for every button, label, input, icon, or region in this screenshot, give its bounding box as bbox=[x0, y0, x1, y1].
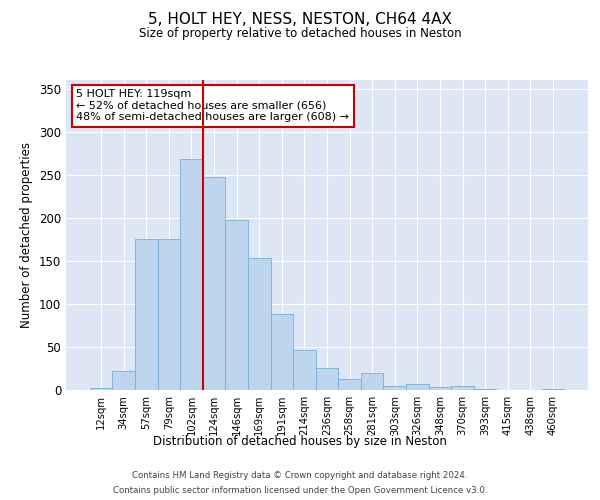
Bar bbox=[451, 386, 474, 390]
Bar bbox=[428, 386, 451, 390]
Bar bbox=[542, 389, 564, 390]
Text: 5 HOLT HEY: 119sqm
← 52% of detached houses are smaller (656)
48% of semi-detach: 5 HOLT HEY: 119sqm ← 52% of detached hou… bbox=[76, 90, 349, 122]
Bar bbox=[248, 258, 271, 390]
Bar bbox=[135, 240, 158, 390]
Bar bbox=[112, 371, 135, 390]
Text: Distribution of detached houses by size in Neston: Distribution of detached houses by size … bbox=[153, 435, 447, 448]
Text: Contains public sector information licensed under the Open Government Licence v3: Contains public sector information licen… bbox=[113, 486, 487, 495]
Bar bbox=[203, 178, 226, 390]
Y-axis label: Number of detached properties: Number of detached properties bbox=[20, 142, 34, 328]
Bar bbox=[90, 388, 112, 390]
Bar bbox=[293, 350, 316, 390]
Bar bbox=[383, 386, 406, 390]
Text: 5, HOLT HEY, NESS, NESTON, CH64 4AX: 5, HOLT HEY, NESS, NESTON, CH64 4AX bbox=[148, 12, 452, 28]
Bar bbox=[361, 373, 383, 390]
Bar bbox=[406, 384, 428, 390]
Bar bbox=[271, 314, 293, 390]
Text: Contains HM Land Registry data © Crown copyright and database right 2024.: Contains HM Land Registry data © Crown c… bbox=[132, 471, 468, 480]
Bar bbox=[338, 379, 361, 390]
Text: Size of property relative to detached houses in Neston: Size of property relative to detached ho… bbox=[139, 28, 461, 40]
Bar bbox=[180, 159, 203, 390]
Bar bbox=[226, 220, 248, 390]
Bar bbox=[474, 389, 496, 390]
Bar bbox=[158, 240, 180, 390]
Bar bbox=[316, 368, 338, 390]
